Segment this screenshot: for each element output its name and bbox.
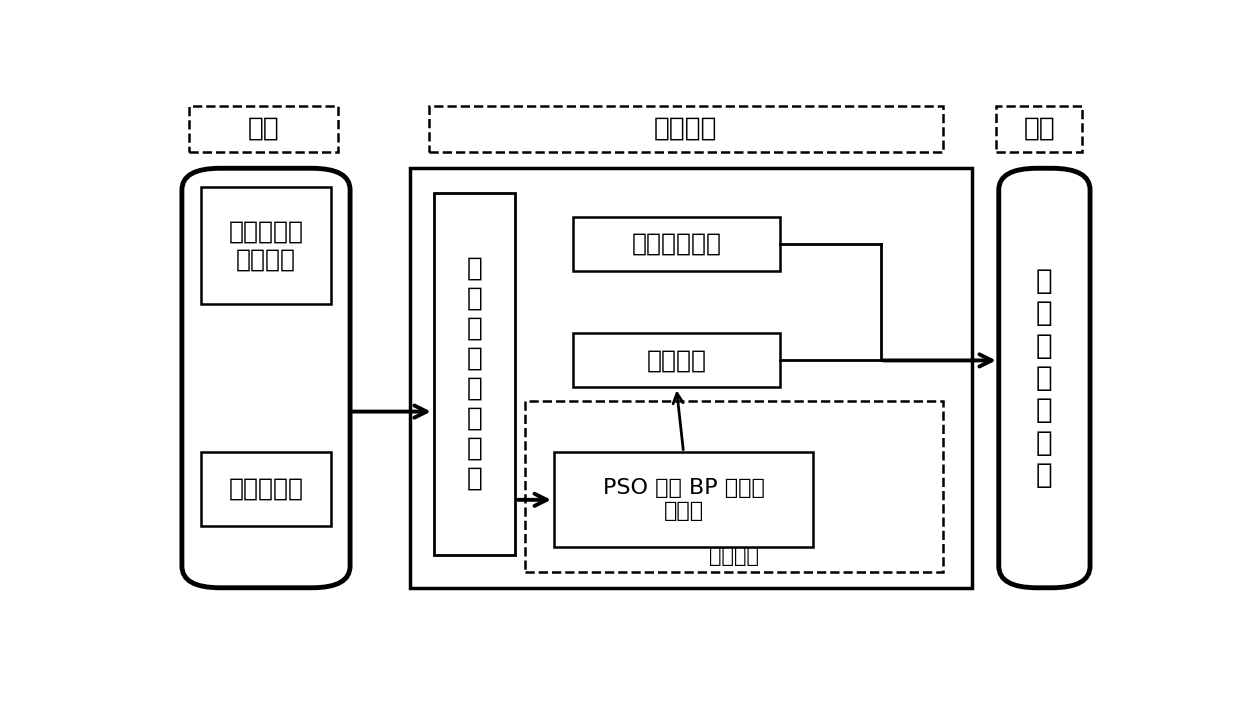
Bar xyxy=(188,106,337,152)
FancyBboxPatch shape xyxy=(998,168,1090,588)
Text: 历史用电量
影响因素: 历史用电量 影响因素 xyxy=(228,219,304,271)
Text: 自变量未来值: 自变量未来值 xyxy=(631,232,722,256)
Text: 预测模型: 预测模型 xyxy=(655,116,718,142)
Text: PSO 优化 BP 的权值
和阈值: PSO 优化 BP 的权值 和阈值 xyxy=(603,478,765,522)
Bar xyxy=(201,187,331,304)
Bar xyxy=(201,453,331,526)
Bar xyxy=(554,453,813,547)
Bar xyxy=(996,106,1083,152)
Text: 历史用电量: 历史用电量 xyxy=(228,477,304,501)
Text: 日
用
电
量
预
测
值: 日 用 电 量 预 测 值 xyxy=(1037,267,1053,489)
Text: 样本训练: 样本训练 xyxy=(709,546,759,567)
FancyBboxPatch shape xyxy=(182,168,350,588)
Text: 输出: 输出 xyxy=(1023,116,1055,142)
Bar xyxy=(409,168,972,588)
Bar xyxy=(525,401,942,572)
Bar xyxy=(434,193,516,555)
Bar xyxy=(573,333,780,387)
Text: 输入: 输入 xyxy=(247,116,279,142)
Text: 训练模型: 训练模型 xyxy=(646,349,707,373)
Text: 数
据
处
理
及
初
始
化: 数 据 处 理 及 初 始 化 xyxy=(466,256,482,492)
Bar xyxy=(429,106,944,152)
Bar xyxy=(573,217,780,271)
